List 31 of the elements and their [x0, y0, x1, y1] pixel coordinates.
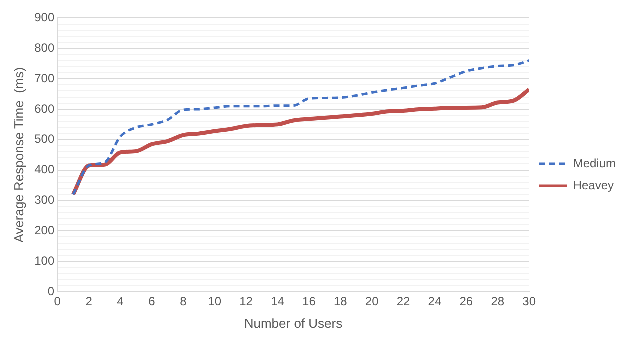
- x-tick-label: 20: [365, 294, 380, 309]
- y-tick-label: 500: [34, 132, 55, 146]
- x-tick-label: 18: [334, 294, 348, 309]
- x-tick-label: 2: [86, 294, 93, 309]
- x-tick-label: 30: [522, 294, 536, 309]
- x-tick-label: 14: [271, 294, 285, 309]
- x-axis-title: Number of Users: [244, 316, 344, 331]
- y-tick-label: 800: [34, 40, 55, 55]
- x-tick-label: 8: [180, 294, 188, 309]
- x-tick-label: 22: [396, 294, 411, 309]
- legend-label: Heavey: [573, 178, 614, 192]
- y-tick-label: 700: [34, 71, 55, 86]
- y-tick-label: 200: [34, 223, 55, 238]
- x-tick-label: 6: [148, 294, 156, 309]
- x-tick-label: 4: [117, 294, 124, 309]
- line-series: [71, 88, 530, 197]
- y-tick-label: 900: [34, 10, 55, 25]
- y-tick-label: 300: [34, 193, 55, 208]
- x-tick-label: 10: [208, 294, 222, 309]
- line-series: [72, 60, 530, 196]
- x-tick-label: 26: [460, 294, 474, 309]
- x-tick-label: 16: [302, 294, 316, 309]
- legend-label: Medium: [573, 156, 616, 170]
- x-tick-label: 24: [428, 294, 442, 309]
- x-tick-label: 12: [240, 294, 254, 309]
- y-tick-label: 400: [34, 162, 55, 177]
- y-tick-label: 100: [34, 254, 55, 268]
- y-tick-label: 600: [34, 102, 55, 116]
- y-tick-label: 0: [48, 284, 55, 298]
- x-tick-label: 28: [491, 294, 505, 309]
- y-axis-title: Average Response Time (ms): [11, 67, 26, 243]
